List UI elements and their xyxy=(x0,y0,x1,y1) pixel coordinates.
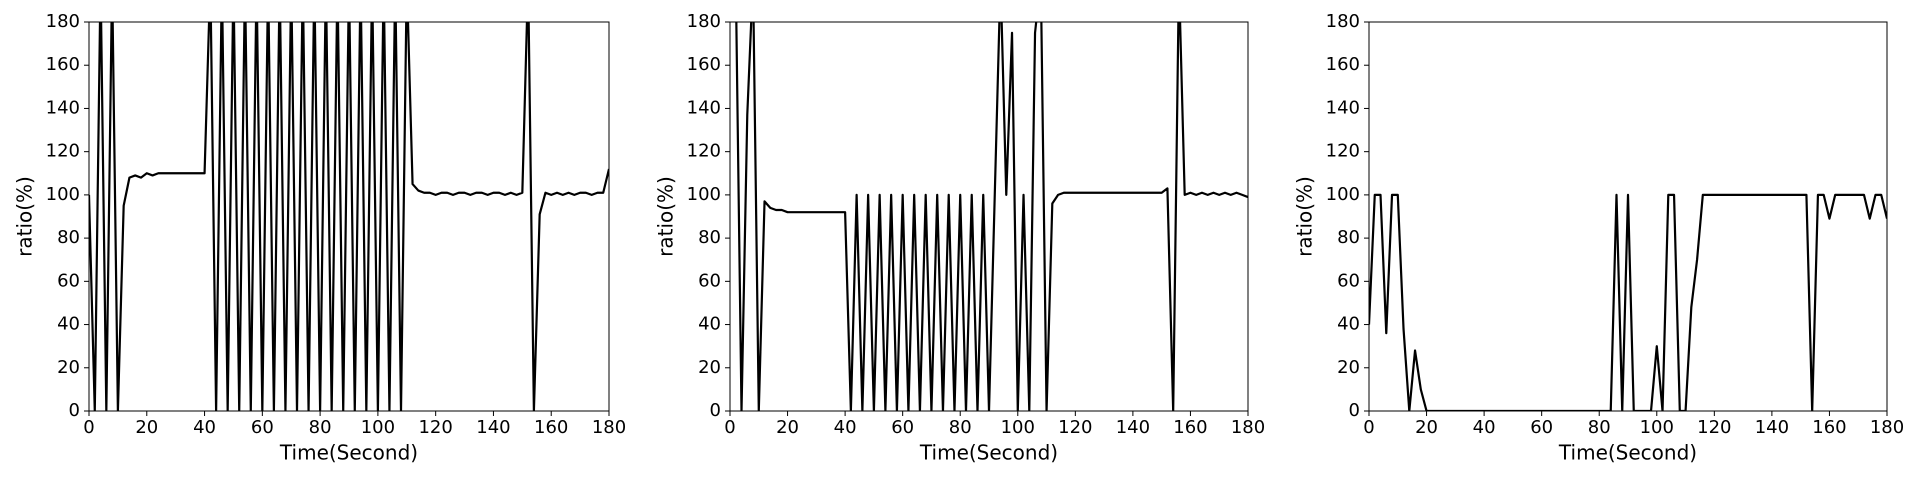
x-tick-label: 80 xyxy=(309,417,332,438)
y-tick-label: 140 xyxy=(46,97,80,118)
x-tick-label: 0 xyxy=(83,417,94,438)
y-tick-label: 180 xyxy=(687,11,721,32)
y-tick-label: 20 xyxy=(57,357,80,378)
axes-frame xyxy=(88,21,610,412)
x-tick-label: 60 xyxy=(891,417,914,438)
x-tick-label: 80 xyxy=(1588,417,1611,438)
x-tick-label: 20 xyxy=(1415,417,1438,438)
subplot: 0 20 40 60 80 100 120 140 160 180 0 20 40 60 80 100 120 1… xyxy=(13,11,627,465)
subplot: 0 20 40 60 80 100 120 140 160 180 0 20 40 60 80 100 120 1… xyxy=(1293,11,1905,465)
x-tick-label: 20 xyxy=(135,417,158,438)
y-axis-label: ratio(%) xyxy=(1293,176,1317,257)
y-tick-label: 0 xyxy=(710,400,721,421)
x-tick-label: 140 xyxy=(476,417,510,438)
y-tick-label: 40 xyxy=(1337,314,1360,335)
x-axis-label: Time(Second) xyxy=(279,441,418,465)
data-line xyxy=(730,22,1248,411)
x-tick-label: 140 xyxy=(1755,417,1789,438)
y-tick-label: 120 xyxy=(687,141,721,162)
x-tick-label: 40 xyxy=(1473,417,1496,438)
y-axis-label: ratio(%) xyxy=(654,176,678,257)
y-tick-label: 80 xyxy=(1337,227,1360,248)
x-tick-label: 60 xyxy=(1530,417,1553,438)
x-tick-label: 0 xyxy=(1363,417,1374,438)
y-tick-label: 100 xyxy=(687,184,721,205)
y-tick-label: 20 xyxy=(1337,357,1360,378)
y-tick-label: 0 xyxy=(1349,400,1360,421)
y-axis-label: ratio(%) xyxy=(13,176,37,257)
y-tick-label: 160 xyxy=(1326,54,1360,75)
x-tick-label: 180 xyxy=(1870,417,1904,438)
x-tick-label: 60 xyxy=(251,417,274,438)
x-tick-label: 180 xyxy=(592,417,626,438)
x-tick-label: 140 xyxy=(1116,417,1150,438)
y-tick-label: 100 xyxy=(1326,184,1360,205)
y-tick-label: 160 xyxy=(687,54,721,75)
y-tick-label: 80 xyxy=(698,227,721,248)
axes-frame xyxy=(1368,21,1888,412)
x-tick-label: 20 xyxy=(776,417,799,438)
y-tick-label: 180 xyxy=(46,11,80,32)
x-tick-label: 160 xyxy=(534,417,568,438)
y-tick-label: 40 xyxy=(698,314,721,335)
x-tick-label: 120 xyxy=(418,417,452,438)
y-tick-label: 60 xyxy=(1337,270,1360,291)
x-tick-label: 0 xyxy=(724,417,735,438)
x-tick-label: 40 xyxy=(834,417,857,438)
x-tick-label: 40 xyxy=(193,417,216,438)
y-tick-label: 120 xyxy=(1326,141,1360,162)
y-tick-label: 180 xyxy=(1326,11,1360,32)
y-tick-label: 140 xyxy=(1326,97,1360,118)
x-tick-label: 100 xyxy=(1640,417,1674,438)
y-tick-label: 40 xyxy=(57,314,80,335)
data-line xyxy=(89,22,609,411)
y-tick-label: 20 xyxy=(698,357,721,378)
x-tick-label: 120 xyxy=(1697,417,1731,438)
x-axis-label: Time(Second) xyxy=(1558,441,1697,465)
y-tick-label: 100 xyxy=(46,184,80,205)
x-tick-label: 80 xyxy=(949,417,972,438)
y-tick-label: 120 xyxy=(46,141,80,162)
y-tick-label: 140 xyxy=(687,97,721,118)
axes-frame xyxy=(729,21,1249,412)
subplot: 0 20 40 60 80 100 120 140 160 180 0 20 40 60 80 100 120 1… xyxy=(654,11,1266,465)
y-tick-label: 80 xyxy=(57,227,80,248)
y-tick-label: 160 xyxy=(46,54,80,75)
x-tick-label: 160 xyxy=(1812,417,1846,438)
x-axis-label: Time(Second) xyxy=(919,441,1058,465)
data-line xyxy=(1369,193,1887,411)
x-tick-label: 100 xyxy=(361,417,395,438)
x-tick-label: 180 xyxy=(1231,417,1265,438)
x-tick-label: 120 xyxy=(1058,417,1092,438)
y-tick-label: 60 xyxy=(57,270,80,291)
x-tick-label: 160 xyxy=(1173,417,1207,438)
y-tick-label: 0 xyxy=(69,400,80,421)
y-tick-label: 60 xyxy=(698,270,721,291)
x-tick-label: 100 xyxy=(1001,417,1035,438)
